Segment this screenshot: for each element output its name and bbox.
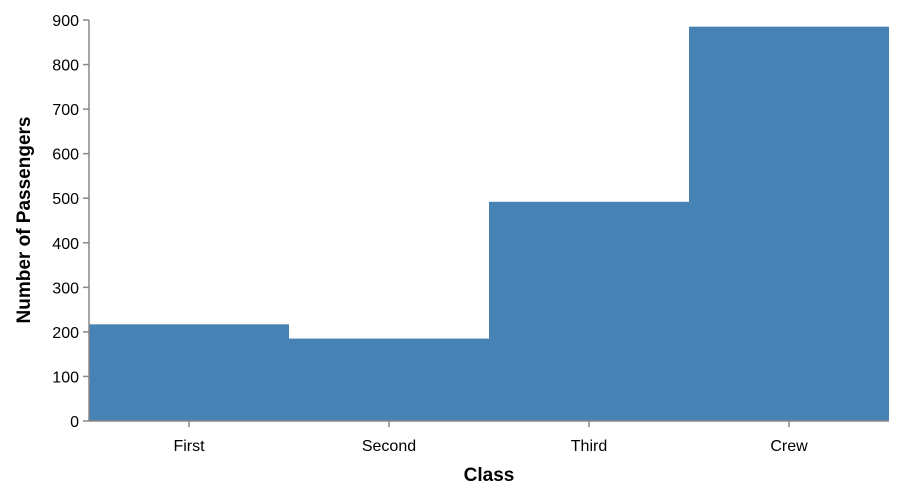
bar-third xyxy=(489,201,689,421)
bar-first xyxy=(89,324,289,421)
y-tick-label-100: 100 xyxy=(52,369,79,386)
y-tick-label-200: 200 xyxy=(52,325,79,342)
y-tick-label-500: 500 xyxy=(52,191,79,208)
bar-crew xyxy=(689,26,889,422)
bar-second xyxy=(289,338,489,421)
bars-group xyxy=(89,26,889,422)
x-tick-label-third: Third xyxy=(571,438,607,455)
x-axis-title: Class xyxy=(464,465,515,486)
y-axis: 0 100 200 300 400 500 600 700 800 900 xyxy=(52,13,90,431)
y-tick-label-0: 0 xyxy=(70,414,79,431)
y-axis-title: Number of Passengers xyxy=(14,117,35,324)
y-tick-label-400: 400 xyxy=(52,236,79,253)
x-tick-label-first: First xyxy=(173,438,205,455)
x-tick-label-crew: Crew xyxy=(770,438,808,455)
y-tick-label-700: 700 xyxy=(52,102,79,119)
y-tick-label-800: 800 xyxy=(52,58,79,75)
x-tick-label-second: Second xyxy=(362,438,416,455)
y-tick-label-300: 300 xyxy=(52,280,79,297)
x-axis: First Second Third Crew xyxy=(89,420,889,455)
y-tick-label-600: 600 xyxy=(52,147,79,164)
y-tick-label-900: 900 xyxy=(52,13,79,30)
